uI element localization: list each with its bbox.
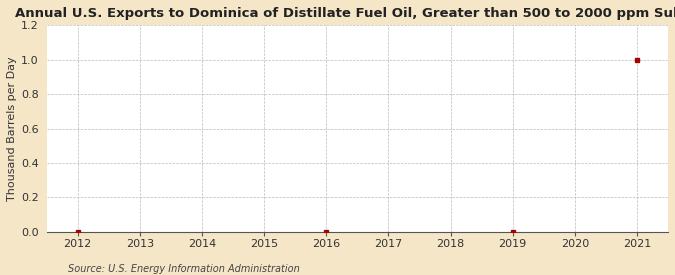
Y-axis label: Thousand Barrels per Day: Thousand Barrels per Day: [7, 56, 17, 201]
Text: Source: U.S. Energy Information Administration: Source: U.S. Energy Information Administ…: [68, 264, 299, 274]
Title: Annual U.S. Exports to Dominica of Distillate Fuel Oil, Greater than 500 to 2000: Annual U.S. Exports to Dominica of Disti…: [15, 7, 675, 20]
